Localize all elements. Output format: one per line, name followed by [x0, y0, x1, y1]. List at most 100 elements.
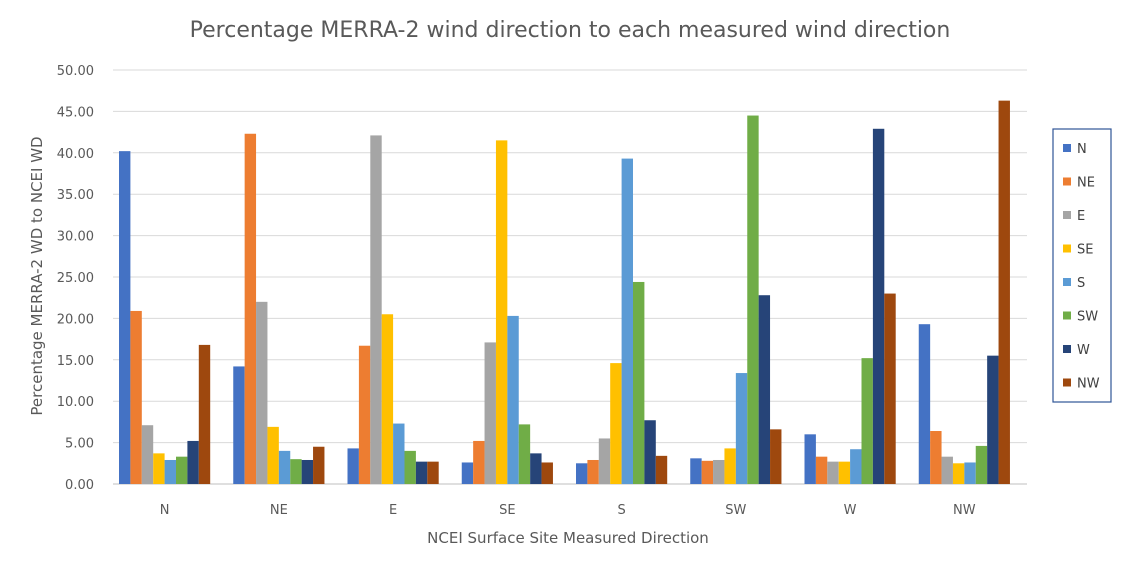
legend: N NE E SE S SW W NW — [1052, 128, 1112, 403]
legend-swatch — [1063, 244, 1071, 253]
bar-e-se — [381, 314, 394, 484]
legend-label: N — [1077, 142, 1087, 157]
bar-n-se — [153, 453, 165, 484]
bar-nw-se — [952, 463, 965, 484]
y-tick-label: 50.00 — [57, 64, 94, 79]
y-tick-label: 20.00 — [57, 312, 94, 327]
bar-se-nw — [541, 462, 553, 484]
y-tick-label: 45.00 — [57, 105, 94, 120]
legend-label: SW — [1077, 310, 1098, 325]
bar-se-s — [507, 315, 519, 484]
bar-nw-ne — [930, 431, 942, 484]
bar-nw-s — [964, 462, 976, 484]
legend-label: E — [1077, 209, 1085, 224]
bar-s-ne — [587, 459, 599, 484]
bar-ne-s — [278, 450, 291, 484]
legend-swatch — [1063, 278, 1071, 286]
bars — [119, 100, 1010, 485]
x-tick-label: S — [617, 503, 625, 518]
bar-se-e — [484, 342, 496, 484]
bar-ne-sw — [290, 459, 302, 484]
bar-ne-nw — [313, 446, 325, 484]
bar-w-w — [872, 128, 885, 484]
legend-swatch — [1063, 211, 1071, 219]
bar-w-nw — [884, 293, 896, 484]
bar-sw-s — [735, 373, 748, 484]
bar-w-s — [850, 449, 862, 484]
bar-s-s — [621, 158, 633, 484]
bar-n-n — [119, 151, 131, 485]
bar-nw-e — [941, 456, 953, 484]
legend-swatch — [1063, 144, 1071, 152]
legend-swatch — [1063, 311, 1071, 320]
x-tick-label: NW — [953, 503, 976, 518]
bar-ne-e — [256, 301, 268, 484]
y-tick-label: 15.00 — [57, 354, 94, 369]
bar-w-sw — [861, 358, 873, 484]
bar-sw-n — [690, 458, 702, 484]
bar-ne-se — [267, 426, 279, 484]
y-axis: 0.00 5.00 10.00 15.00 20.00 25.00 30.00 35.00 40… — [57, 64, 94, 493]
y-tick-label: 30.00 — [57, 230, 94, 245]
x-tick-label: SE — [499, 503, 515, 518]
bar-ne-w — [301, 459, 314, 484]
y-tick-label: 25.00 — [57, 271, 94, 286]
x-tick-label: SW — [725, 503, 746, 518]
bar-e-e — [370, 135, 382, 485]
bar-sw-nw — [770, 429, 782, 484]
legend-label: S — [1077, 276, 1085, 291]
bar-w-se — [838, 461, 851, 484]
bar-n-ne — [130, 310, 142, 484]
bar-s-sw — [633, 281, 645, 484]
x-tick-label: E — [389, 503, 397, 518]
legend-label: NW — [1077, 377, 1100, 392]
x-tick-label: W — [844, 503, 857, 518]
bar-s-e — [598, 438, 611, 484]
legend-label: NE — [1077, 176, 1095, 191]
bar-s-nw — [655, 455, 668, 484]
bar-se-ne — [473, 440, 485, 484]
bar-sw-w — [758, 295, 771, 484]
bar-n-s — [164, 459, 176, 484]
bar-sw-ne — [701, 460, 714, 484]
bar-sw-sw — [747, 115, 759, 484]
bar-w-e — [827, 461, 839, 484]
bar-e-w — [415, 461, 428, 484]
bar-s-se — [610, 363, 622, 484]
x-axis-title: NCEI Surface Site Measured Direction — [427, 529, 709, 547]
bar-w-n — [804, 434, 816, 484]
y-tick-label: 5.00 — [65, 437, 94, 452]
bar-ne-ne — [244, 133, 257, 485]
bar-nw-w — [987, 355, 999, 484]
bar-e-nw — [427, 461, 439, 484]
legend-swatch — [1063, 345, 1071, 353]
legend-swatch — [1063, 177, 1071, 186]
bar-nw-nw — [998, 100, 1010, 485]
y-tick-label: 35.00 — [57, 188, 94, 203]
bar-s-n — [576, 463, 588, 484]
bar-e-ne — [358, 345, 371, 484]
bar-se-sw — [518, 424, 531, 484]
bar-se-se — [495, 140, 508, 484]
bar-n-w — [187, 440, 199, 484]
bar-se-w — [530, 453, 542, 484]
bar-e-sw — [404, 450, 416, 484]
bar-n-nw — [198, 344, 211, 484]
y-tick-label: 40.00 — [57, 147, 94, 162]
bar-n-e — [141, 425, 154, 484]
x-tick-label: NE — [270, 503, 288, 518]
bar-e-s — [393, 423, 405, 484]
bar-w-ne — [815, 456, 828, 484]
chart-title: Percentage MERRA-2 wind direction to eac… — [190, 18, 951, 43]
legend-swatch — [1063, 378, 1071, 387]
y-axis-title: Percentage MERRA-2 WD to NCEI WD — [28, 136, 46, 415]
bar-sw-se — [724, 448, 736, 484]
legend-label: W — [1077, 343, 1090, 358]
y-tick-label: 0.00 — [65, 478, 94, 493]
bar-nw-sw — [975, 445, 988, 484]
bar-s-w — [644, 420, 656, 484]
y-tick-label: 10.00 — [57, 395, 94, 410]
x-tick-label: N — [160, 503, 170, 518]
